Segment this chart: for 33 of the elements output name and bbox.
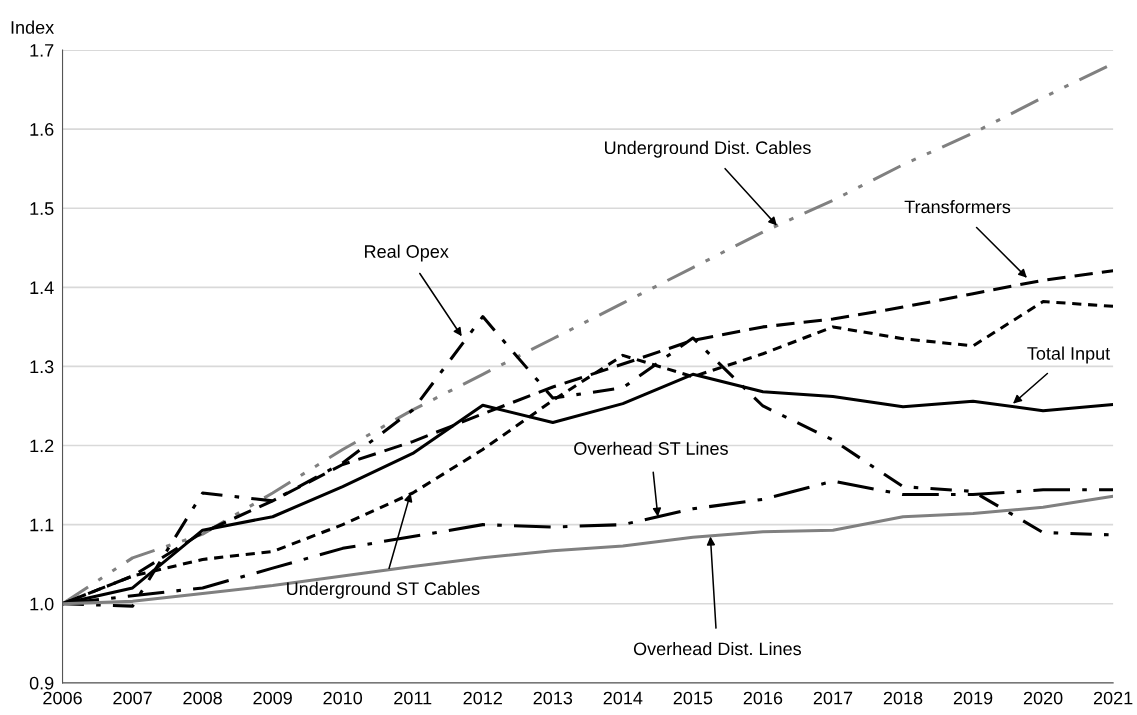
x-tick-label: 2015	[673, 691, 713, 705]
annotation: Underground Dist. Cables	[605, 140, 811, 158]
y-tick-label: 1.1	[30, 518, 54, 532]
annotation: Underground ST Cables	[287, 581, 480, 599]
x-tick-label: 2017	[813, 691, 853, 705]
y-axis-title: Index	[11, 20, 54, 34]
x-tick-label: 2007	[113, 691, 152, 705]
x-tick-label: 2016	[743, 691, 783, 705]
annotation: Real Opex	[365, 244, 449, 262]
x-tick-label: 2009	[253, 691, 292, 705]
annotation: Transformers	[904, 200, 1011, 214]
annotation: Total Input	[1027, 346, 1111, 364]
y-tick-label: 1.5	[30, 202, 54, 215]
x-tick-label: 2013	[533, 691, 573, 705]
x-tick-label: 2020	[1023, 691, 1063, 705]
x-tick-label: 2014	[603, 691, 643, 705]
annotation: Overhead Dist. Lines	[633, 641, 801, 656]
x-tick-label: 2019	[953, 691, 993, 705]
x-tick-label: 2021	[1093, 691, 1133, 705]
y-tick-label: 1.2	[30, 439, 54, 453]
y-tick-label: 1.0	[30, 597, 54, 611]
x-tick-label: 2012	[463, 691, 502, 705]
y-tick-label: 0.9	[29, 676, 54, 690]
x-tick-label: 2010	[323, 691, 363, 705]
y-tick-label: 1.3	[30, 360, 54, 374]
x-tick-label: 2006	[43, 691, 82, 705]
x-tick-label: 2011	[394, 691, 432, 705]
x-tick-label: 2008	[183, 691, 222, 705]
y-tick-label: 1.4	[30, 281, 54, 294]
annotation: Overhead ST Lines	[574, 441, 728, 455]
x-tick-label: 2018	[883, 691, 923, 705]
y-tick-label: 1.7	[30, 44, 54, 57]
y-tick-label: 1.6	[30, 123, 54, 136]
